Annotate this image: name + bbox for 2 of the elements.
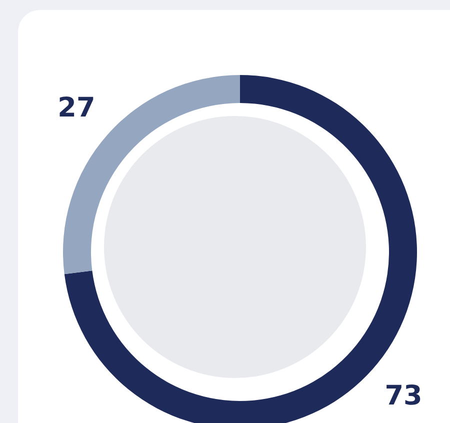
data-label: 27 — [58, 92, 96, 124]
data-label: 73 — [384, 380, 422, 412]
